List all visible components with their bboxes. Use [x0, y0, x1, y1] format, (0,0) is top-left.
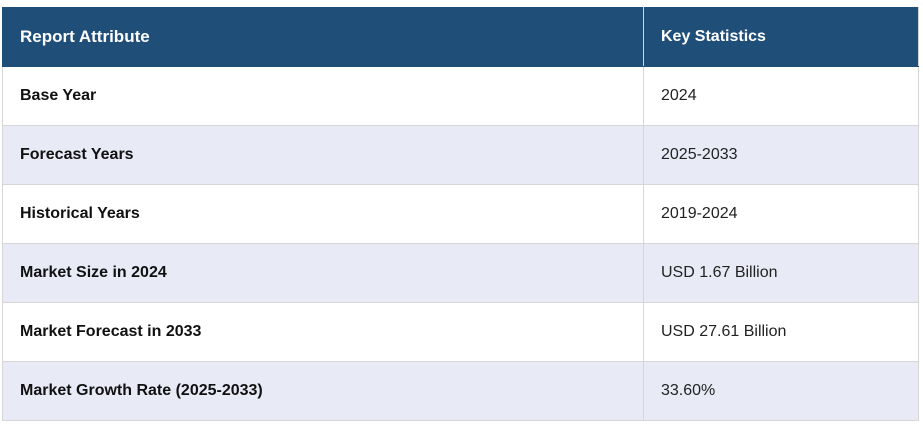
header-report-attribute: Report Attribute	[2, 7, 644, 67]
table-header-row: Report Attribute Key Statistics	[2, 7, 919, 67]
row-attribute: Market Size in 2024	[2, 243, 644, 303]
row-value: USD 27.61 Billion	[643, 302, 919, 362]
table-row: Market Forecast in 2033 USD 27.61 Billio…	[2, 302, 919, 362]
row-value: 2019-2024	[643, 184, 919, 244]
header-key-statistics: Key Statistics	[643, 7, 919, 67]
table-row: Base Year 2024	[2, 66, 919, 126]
row-attribute: Historical Years	[2, 184, 644, 244]
report-attributes-table: Report Attribute Key Statistics Base Yea…	[2, 7, 919, 421]
row-value: 2025-2033	[643, 125, 919, 185]
row-value: 2024	[643, 66, 919, 126]
row-attribute: Base Year	[2, 66, 644, 126]
row-attribute: Forecast Years	[2, 125, 644, 185]
report-table-container: Report Attribute Key Statistics Base Yea…	[2, 7, 919, 421]
table-row: Forecast Years 2025-2033	[2, 125, 919, 185]
table-row: Market Growth Rate (2025-2033) 33.60%	[2, 361, 919, 421]
row-attribute: Market Forecast in 2033	[2, 302, 644, 362]
row-value: 33.60%	[643, 361, 919, 421]
table-row: Historical Years 2019-2024	[2, 184, 919, 244]
table-row: Market Size in 2024 USD 1.67 Billion	[2, 243, 919, 303]
row-value: USD 1.67 Billion	[643, 243, 919, 303]
row-attribute: Market Growth Rate (2025-2033)	[2, 361, 644, 421]
